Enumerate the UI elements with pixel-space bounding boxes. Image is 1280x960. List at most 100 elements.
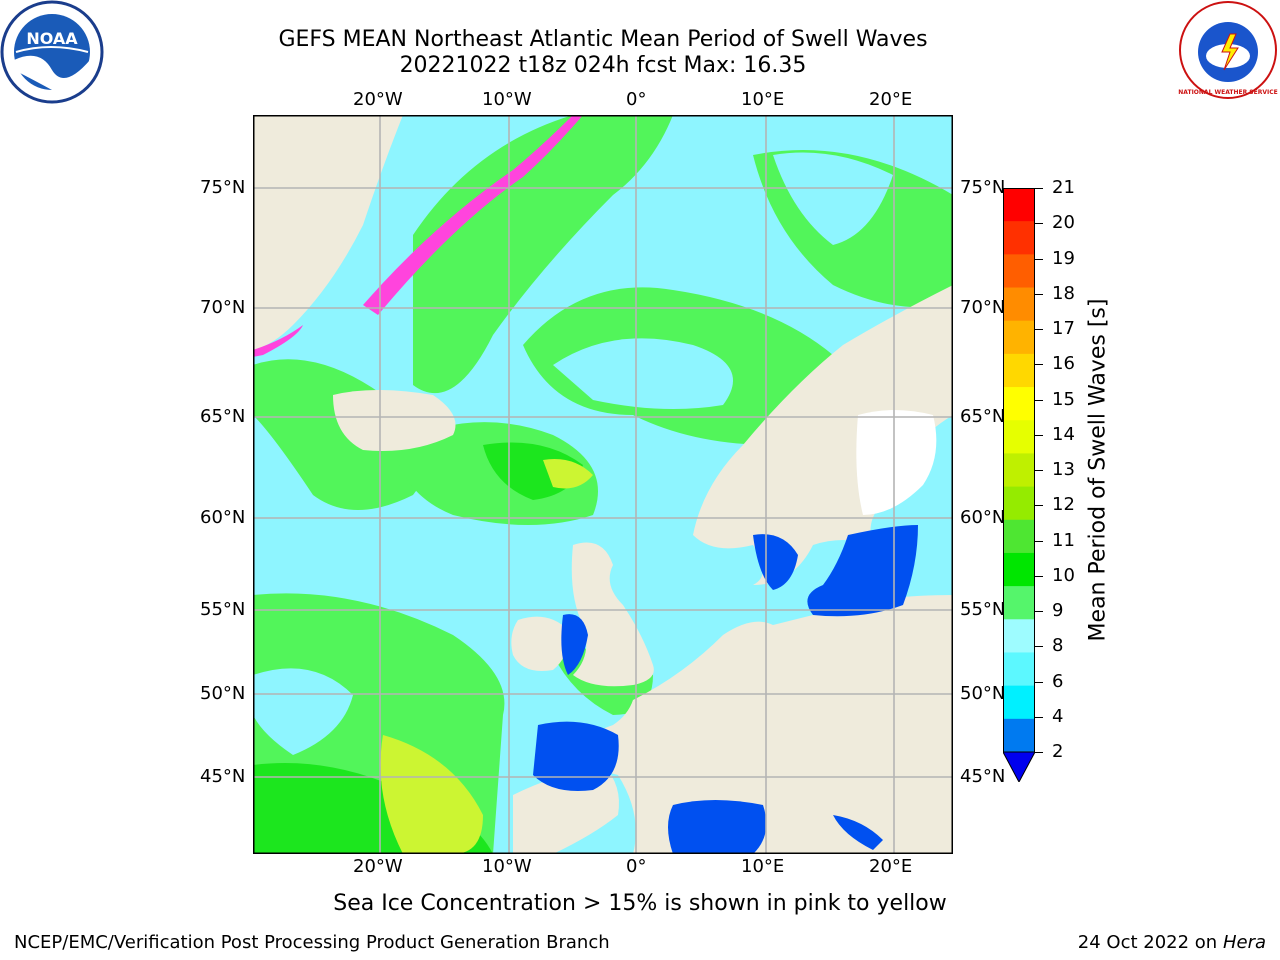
colorbar-segment — [1003, 619, 1035, 653]
colorbar-tick-mark — [1035, 223, 1043, 225]
colorbar — [1003, 188, 1035, 782]
colorbar-tick-label: 19 — [1052, 247, 1075, 269]
colorbar-tick-label: 9 — [1052, 600, 1064, 621]
swell-zone-green-north — [413, 115, 673, 394]
colorbar-tick-mark — [1035, 575, 1043, 577]
colorbar-tick-mark — [1035, 434, 1043, 436]
lat-label-left: 60°N — [200, 507, 246, 528]
colorbar-segment — [1003, 519, 1035, 554]
lon-label-bottom: 20°E — [869, 856, 913, 877]
noaa-logo-text: NOAA — [26, 29, 78, 48]
colorbar-segment — [1003, 586, 1035, 620]
swell-zone-yellow-faroe — [543, 459, 593, 489]
colorbar-segment — [1003, 486, 1035, 521]
footer-credit: NCEP/EMC/Verification Post Processing Pr… — [14, 932, 610, 953]
swell-zone-cyan-norway-sea — [553, 338, 733, 409]
lat-label-right: 65°N — [960, 406, 1006, 427]
lat-label-left: 55°N — [200, 599, 246, 620]
colorbar-title: Mean Period of Swell Waves [s] — [1085, 298, 1111, 642]
swell-zone-yellow-southwest — [380, 735, 483, 854]
colorbar-outline — [1003, 188, 1035, 753]
land-scandinavia — [693, 285, 953, 585]
lat-label-right: 70°N — [960, 297, 1006, 318]
land-continental-europe — [553, 595, 953, 854]
colorbar-tick-mark — [1035, 258, 1043, 260]
footer-host: Hera — [1222, 932, 1266, 953]
colorbar-tick-label: 8 — [1052, 635, 1064, 657]
lon-label-bottom: 20°W — [353, 856, 403, 877]
sea-ice-edge-west — [253, 325, 303, 357]
footer-date-text: 24 Oct 2022 on — [1077, 932, 1218, 953]
lat-label-right: 75°N — [960, 177, 1006, 198]
mediterranean-adriatic — [833, 815, 883, 850]
lon-label-bottom: 10°W — [482, 856, 532, 877]
colorbar-segment — [1003, 718, 1035, 753]
colorbar-tick-mark — [1035, 752, 1043, 753]
lat-label-right: 60°N — [960, 507, 1006, 528]
lon-label-top: 10°E — [741, 89, 785, 110]
colorbar-segment — [1003, 685, 1035, 720]
colorbar-tick-mark — [1035, 329, 1043, 330]
colorbar-tick-mark — [1035, 470, 1043, 471]
colorbar-tick-mark — [1035, 293, 1043, 295]
colorbar-segment — [1003, 287, 1035, 322]
colorbar-tick-label: 20 — [1052, 212, 1075, 234]
colorbar-segment — [1003, 387, 1035, 421]
lon-label-bottom: 10°E — [741, 856, 785, 877]
colorbar-tick-label: 10 — [1052, 564, 1075, 586]
north-sea-blue — [753, 534, 798, 590]
colorbar-segment — [1003, 652, 1035, 687]
gulf-of-bothnia — [856, 410, 937, 515]
baltic-sea — [807, 525, 918, 617]
colorbar-tick-mark — [1035, 611, 1043, 612]
colorbar-segment — [1003, 420, 1035, 454]
land-great-britain — [571, 542, 654, 687]
colorbar-tick-label: 16 — [1052, 353, 1075, 375]
sea-ice-edge — [363, 115, 583, 315]
colorbar-extend-triangle — [1003, 751, 1035, 782]
colorbar-segment — [1003, 221, 1035, 255]
lon-label-top: 20°W — [353, 89, 403, 110]
colorbar-segment — [1003, 320, 1035, 355]
map-panel — [253, 115, 953, 854]
lat-label-right: 55°N — [960, 599, 1006, 620]
lat-label-left: 65°N — [200, 406, 246, 427]
lat-label-left: 50°N — [200, 683, 246, 704]
colorbar-tick-mark — [1035, 505, 1043, 507]
colorbar-segment — [1003, 453, 1035, 488]
chart-title: GEFS MEAN Northeast Atlantic Mean Period… — [278, 27, 928, 52]
nws-logo-text: NATIONAL WEATHER SERVICE — [1178, 89, 1277, 96]
colorbar-tick-label: 2 — [1052, 741, 1064, 762]
swell-zone-cyan-barents — [773, 152, 893, 245]
colorbar-tick-mark — [1035, 540, 1043, 542]
footer-date: 24 Oct 2022 on Hera — [1078, 932, 1266, 953]
graticule — [253, 115, 953, 854]
lat-label-left: 75°N — [200, 177, 246, 198]
map-border — [253, 115, 953, 854]
colorbar-tick-label: 15 — [1052, 388, 1075, 410]
colorbar-tick-label: 21 — [1052, 177, 1075, 198]
colorbar-tick-label: 4 — [1052, 705, 1064, 727]
bay-of-biscay-blue — [533, 721, 619, 791]
mediterranean-west — [668, 800, 767, 854]
noaa-logo: NOAA — [0, 0, 104, 104]
colorbar-tick-mark — [1035, 646, 1043, 648]
colorbar-tick-mark — [1035, 716, 1043, 718]
colorbar-tick-label: 11 — [1052, 529, 1075, 551]
colorbar-tick-mark — [1035, 188, 1043, 189]
colorbar-tick-mark — [1035, 364, 1043, 366]
lat-label-left: 70°N — [200, 297, 246, 318]
lat-label-right: 45°N — [960, 766, 1006, 787]
lon-label-top: 10°W — [482, 89, 532, 110]
lon-label-bottom: 0° — [626, 856, 647, 877]
colorbar-segment — [1003, 353, 1035, 388]
nws-logo: NATIONAL WEATHER SERVICE — [1178, 1, 1278, 99]
lat-label-left: 45°N — [200, 766, 246, 787]
irish-sea-blue — [561, 614, 588, 675]
colorbar-tick-label: 13 — [1052, 459, 1075, 480]
lat-label-right: 50°N — [960, 683, 1006, 704]
land-ireland — [511, 616, 569, 671]
colorbar-tick-mark — [1035, 399, 1043, 401]
chart-subtitle: 20221022 t18z 024h fcst Max: 16.35 — [399, 53, 807, 78]
land-greenland — [253, 115, 403, 350]
